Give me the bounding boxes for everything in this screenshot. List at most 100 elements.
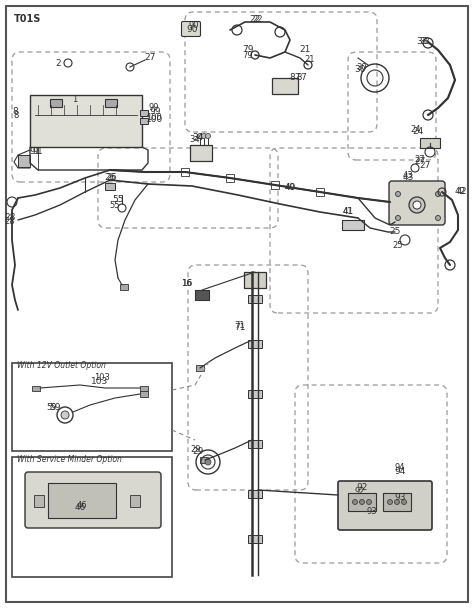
Text: 93: 93 bbox=[367, 508, 377, 517]
Text: 40: 40 bbox=[284, 184, 296, 193]
Text: 90: 90 bbox=[189, 21, 199, 30]
Text: 42: 42 bbox=[455, 187, 465, 196]
Bar bbox=[244, 272, 266, 288]
Bar bbox=[18, 155, 30, 167]
Bar bbox=[34, 495, 44, 507]
Circle shape bbox=[61, 411, 69, 419]
Text: With Service Minder Option: With Service Minder Option bbox=[17, 455, 122, 464]
Text: 29: 29 bbox=[192, 447, 204, 457]
Bar bbox=[190, 145, 212, 161]
Text: 42: 42 bbox=[457, 187, 467, 196]
Text: 27: 27 bbox=[419, 161, 431, 170]
Bar bbox=[50, 99, 62, 107]
Bar bbox=[12, 363, 172, 451]
Text: 79: 79 bbox=[242, 46, 254, 55]
Circle shape bbox=[413, 201, 421, 209]
Text: 25: 25 bbox=[393, 241, 403, 249]
Circle shape bbox=[395, 192, 401, 196]
Bar bbox=[140, 118, 148, 124]
Circle shape bbox=[232, 25, 242, 35]
Text: 22: 22 bbox=[253, 15, 263, 24]
Text: 59: 59 bbox=[47, 404, 57, 412]
Text: 87: 87 bbox=[289, 74, 301, 83]
Text: 99: 99 bbox=[149, 106, 161, 116]
Circle shape bbox=[57, 407, 73, 423]
Circle shape bbox=[201, 134, 207, 139]
Text: 40: 40 bbox=[285, 184, 295, 193]
Bar bbox=[272, 78, 298, 94]
Circle shape bbox=[353, 500, 357, 505]
Circle shape bbox=[304, 61, 312, 69]
Text: 16: 16 bbox=[181, 280, 191, 289]
Text: 30: 30 bbox=[354, 66, 366, 75]
Text: 21: 21 bbox=[305, 55, 315, 64]
Text: 30: 30 bbox=[357, 63, 367, 72]
Text: 24: 24 bbox=[411, 125, 421, 134]
Text: 26: 26 bbox=[107, 173, 117, 182]
Bar bbox=[348, 493, 376, 511]
Bar bbox=[248, 340, 262, 348]
Circle shape bbox=[395, 215, 401, 221]
Text: T01S: T01S bbox=[14, 14, 41, 24]
Bar bbox=[130, 495, 140, 507]
Circle shape bbox=[205, 459, 211, 465]
Text: 43: 43 bbox=[402, 173, 414, 182]
Text: 2: 2 bbox=[55, 58, 61, 67]
Bar bbox=[30, 95, 142, 147]
Text: 27: 27 bbox=[144, 54, 155, 63]
FancyBboxPatch shape bbox=[338, 481, 432, 530]
Text: 71: 71 bbox=[234, 323, 246, 333]
Bar bbox=[120, 284, 128, 290]
Circle shape bbox=[366, 500, 372, 505]
Text: 27: 27 bbox=[415, 156, 425, 165]
Text: With 12V Outlet Option: With 12V Outlet Option bbox=[17, 361, 106, 370]
Text: 33: 33 bbox=[416, 38, 428, 46]
Bar bbox=[195, 290, 209, 300]
Text: 22: 22 bbox=[249, 15, 261, 24]
Text: 16: 16 bbox=[182, 278, 194, 288]
Text: 33: 33 bbox=[419, 38, 430, 46]
Text: 21: 21 bbox=[299, 46, 310, 55]
Text: 26: 26 bbox=[104, 173, 116, 182]
Text: 41: 41 bbox=[342, 207, 354, 216]
Text: 87: 87 bbox=[297, 74, 307, 83]
Text: 79: 79 bbox=[243, 50, 253, 60]
Bar bbox=[12, 457, 172, 577]
Bar bbox=[248, 440, 262, 448]
FancyBboxPatch shape bbox=[389, 181, 445, 225]
Circle shape bbox=[409, 197, 425, 213]
Text: 1: 1 bbox=[73, 95, 78, 105]
Bar bbox=[248, 390, 262, 398]
Text: 93: 93 bbox=[394, 494, 406, 502]
Text: 46: 46 bbox=[74, 503, 86, 513]
Bar bbox=[196, 365, 204, 371]
Bar bbox=[342, 220, 364, 230]
Bar bbox=[248, 535, 262, 543]
Bar bbox=[140, 110, 148, 116]
Bar bbox=[48, 483, 116, 518]
Text: 46: 46 bbox=[77, 502, 87, 511]
Circle shape bbox=[436, 192, 440, 196]
Text: 99: 99 bbox=[149, 103, 159, 112]
Text: 103: 103 bbox=[91, 376, 109, 385]
Circle shape bbox=[401, 500, 407, 505]
Bar bbox=[105, 183, 115, 190]
Text: 90: 90 bbox=[186, 24, 198, 33]
Text: 25: 25 bbox=[389, 227, 401, 237]
Text: 91: 91 bbox=[29, 148, 41, 156]
Text: 59: 59 bbox=[49, 404, 61, 412]
Bar bbox=[105, 99, 117, 107]
Text: 94: 94 bbox=[394, 468, 406, 477]
Text: 94: 94 bbox=[395, 463, 405, 472]
Text: 34: 34 bbox=[190, 136, 201, 145]
Bar bbox=[140, 391, 148, 397]
Text: 91: 91 bbox=[33, 148, 43, 156]
Text: 92: 92 bbox=[355, 488, 365, 497]
Circle shape bbox=[359, 500, 365, 505]
Bar bbox=[200, 457, 208, 463]
Bar bbox=[32, 386, 40, 391]
Text: 43: 43 bbox=[403, 170, 413, 179]
Text: 55: 55 bbox=[110, 201, 120, 210]
Circle shape bbox=[251, 51, 259, 59]
Circle shape bbox=[198, 134, 202, 139]
